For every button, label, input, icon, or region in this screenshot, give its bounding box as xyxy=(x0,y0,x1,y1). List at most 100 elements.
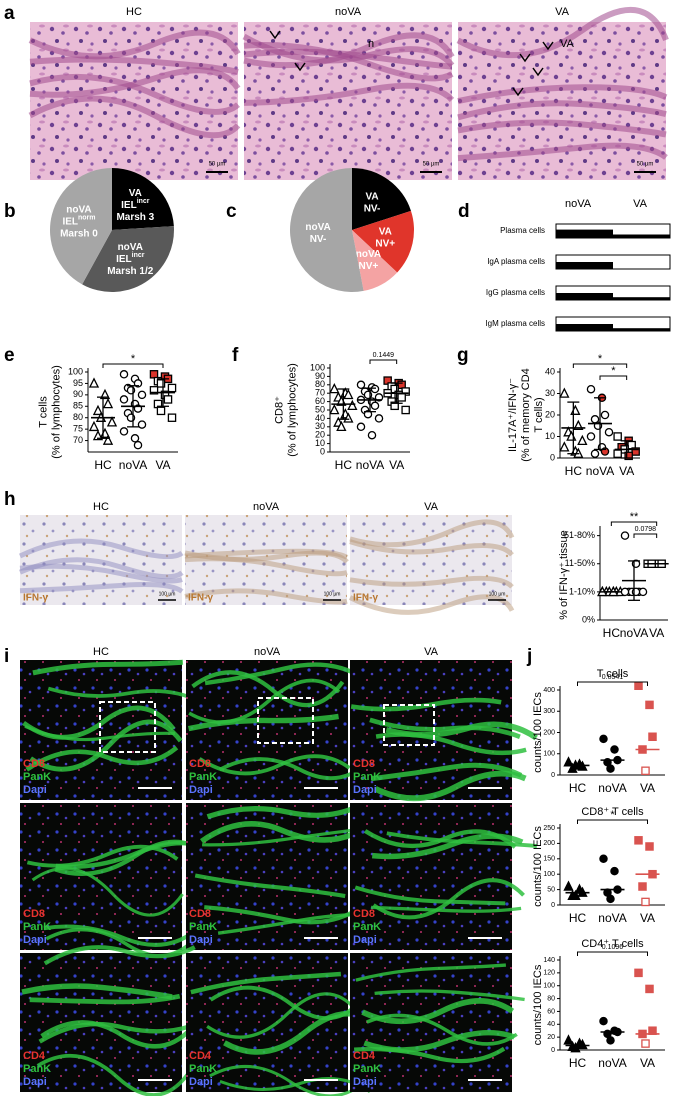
point xyxy=(634,968,643,978)
villus xyxy=(349,575,514,589)
point xyxy=(374,414,384,423)
point xyxy=(563,1034,574,1045)
villus xyxy=(29,56,239,75)
image-title: HC xyxy=(126,6,142,18)
point xyxy=(167,383,177,393)
point xyxy=(367,430,377,440)
y-tick-label: 11-50% xyxy=(565,558,595,568)
slice-label-line: noVA xyxy=(305,222,330,233)
slice-label-line: Marsh 0 xyxy=(60,228,98,239)
x-tick-label: VA xyxy=(389,458,404,472)
significance-bracket xyxy=(577,681,648,686)
panel-letter: g xyxy=(457,345,469,366)
point xyxy=(641,1039,650,1048)
pie-slice xyxy=(352,168,411,230)
x-tick-label: VA xyxy=(640,781,655,795)
x-tick-label: noVA xyxy=(598,1056,626,1070)
y-tick-label: 100 xyxy=(310,362,325,372)
slice-label-line: VA xyxy=(129,188,142,199)
villus xyxy=(184,556,348,577)
level-bar xyxy=(613,328,670,331)
row-label: IgM plasma cells xyxy=(485,319,545,328)
villus xyxy=(243,48,453,70)
point xyxy=(638,882,647,891)
channel-label: Dapi xyxy=(23,934,47,946)
point xyxy=(356,422,366,432)
villus xyxy=(243,32,455,69)
villus xyxy=(457,119,667,138)
epithelium xyxy=(36,1053,190,1096)
point xyxy=(613,449,622,458)
x-tick-label: noVA xyxy=(598,781,626,795)
y-tick-label: 0 xyxy=(551,902,555,909)
ihc-image xyxy=(350,515,512,605)
channel-label: CD8 xyxy=(189,758,211,770)
epithelium xyxy=(361,998,515,1025)
y-tick-label: 85 xyxy=(73,401,83,411)
point xyxy=(559,441,570,452)
pie-slice xyxy=(352,210,414,273)
villus xyxy=(457,100,667,121)
slice-label: VA NV- xyxy=(364,191,381,214)
y-tick-label: 0% xyxy=(582,614,595,624)
epithelium xyxy=(55,840,207,870)
y-tick-label: 30 xyxy=(545,388,555,398)
y-axis-label: T cells xyxy=(37,396,49,428)
y-tick-label: 30 xyxy=(315,421,325,431)
y-tick-label: 100 xyxy=(68,366,83,376)
arrowhead xyxy=(542,41,554,51)
channel-label: PanK xyxy=(189,771,217,783)
villus xyxy=(29,67,241,98)
stain-label: IFN-γ xyxy=(353,593,378,604)
column-header: VA xyxy=(633,198,648,210)
pie-slice xyxy=(82,226,174,292)
point xyxy=(570,1042,581,1053)
slice-label-line: NV+ xyxy=(375,238,395,249)
y-tick-label: 20 xyxy=(547,1034,555,1041)
y-tick-label: 40 xyxy=(315,413,325,423)
y-axis-label: (% of lymphocytes) xyxy=(50,365,62,459)
villus xyxy=(243,41,454,82)
y-axis-label: (% of memory CD4 xyxy=(520,368,532,462)
x-tick-label: HC xyxy=(569,781,587,795)
y-tick-label: 150 xyxy=(543,856,555,863)
epithelium xyxy=(21,983,173,1000)
epithelium xyxy=(369,717,521,739)
epithelium xyxy=(26,844,179,868)
y-tick-label: 120 xyxy=(543,970,555,977)
x-tick-label: noVA xyxy=(586,464,614,478)
channel-label: PanK xyxy=(353,771,381,783)
y-tick-label: 300 xyxy=(543,708,555,715)
point xyxy=(599,1016,608,1026)
pie-slice xyxy=(289,168,364,292)
panel-letter: a xyxy=(4,3,15,24)
point xyxy=(563,756,574,767)
slice-label-line: Marsh 1/2 xyxy=(107,265,154,276)
epithelium xyxy=(43,924,196,947)
point xyxy=(156,406,166,416)
point xyxy=(137,420,147,429)
channel-label: Dapi xyxy=(189,1076,213,1088)
slice-label-line: VA xyxy=(379,226,392,237)
point xyxy=(634,836,643,845)
epithelium xyxy=(29,993,181,1005)
level-bar xyxy=(613,297,670,300)
point xyxy=(133,440,143,450)
channel-label: PanK xyxy=(23,921,51,933)
panel-letter: h xyxy=(4,489,16,510)
point xyxy=(599,854,608,864)
channel-label: CD8 xyxy=(189,908,211,920)
channel-label: Dapi xyxy=(353,784,377,796)
epithelium xyxy=(372,878,525,920)
x-tick-label: VA xyxy=(155,458,170,472)
significance-bracket xyxy=(102,363,164,368)
panel-letter: c xyxy=(226,201,237,222)
point xyxy=(570,404,581,415)
point xyxy=(88,420,100,432)
y-tick-label: 70 xyxy=(73,435,83,445)
epithelium xyxy=(355,963,506,982)
point xyxy=(577,434,588,446)
arrowhead xyxy=(532,67,544,77)
slice-label-line: IEL xyxy=(121,200,137,211)
